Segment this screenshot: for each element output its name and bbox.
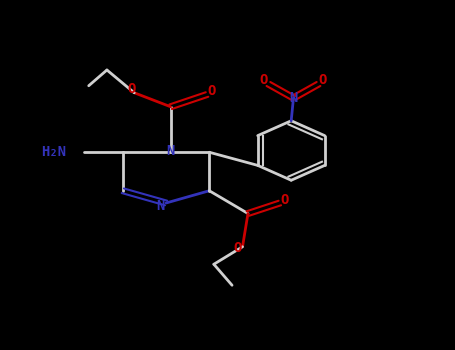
Text: O: O <box>319 74 327 88</box>
Text: O: O <box>128 82 136 96</box>
Text: O: O <box>207 84 216 98</box>
Text: N: N <box>157 199 165 213</box>
Text: O: O <box>260 74 268 88</box>
Text: O: O <box>280 193 288 206</box>
Text: H₂N: H₂N <box>41 145 66 159</box>
Text: O: O <box>234 241 242 255</box>
Text: N: N <box>167 144 175 158</box>
Text: N: N <box>289 91 298 105</box>
